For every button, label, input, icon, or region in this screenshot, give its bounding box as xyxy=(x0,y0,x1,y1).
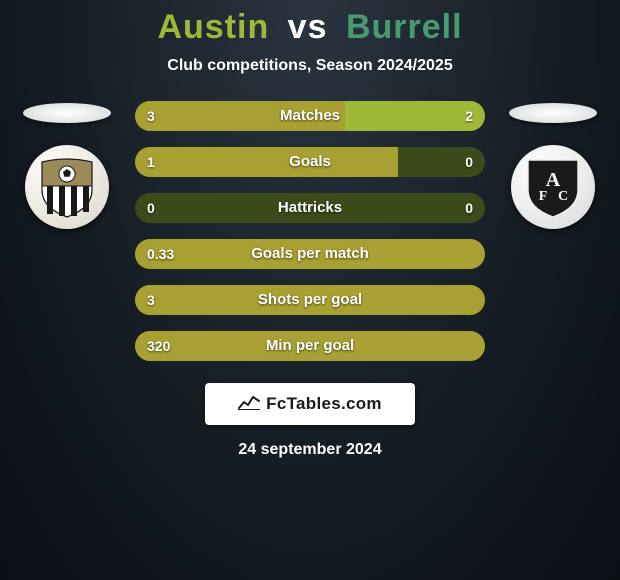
stat-bar: 3 Matches 2 xyxy=(135,101,485,131)
left-crest xyxy=(25,145,109,229)
footer-badge[interactable]: FcTables.com xyxy=(205,383,415,425)
bar-right-value: 2 xyxy=(465,101,473,131)
bar-label: Min per goal xyxy=(266,331,354,361)
bar-left-value: 1 xyxy=(147,147,155,177)
title-player2: Burrell xyxy=(346,8,463,46)
bar-label: Goals xyxy=(289,147,331,177)
svg-text:C: C xyxy=(558,189,568,204)
title-player1: Austin xyxy=(157,8,269,46)
right-ellipse xyxy=(509,103,597,123)
stat-bar: 0 Hattricks 0 xyxy=(135,193,485,223)
main-row: 3 Matches 2 1 Goals 0 0 Hattricks 0 0.33 Goals per… xyxy=(0,101,620,361)
bar-right-value: 0 xyxy=(465,193,473,223)
footer-badge-text: FcTables.com xyxy=(266,394,382,414)
title-vs: vs xyxy=(288,8,328,46)
stat-bar: 1 Goals 0 xyxy=(135,147,485,177)
chart-line-icon xyxy=(238,394,260,415)
left-crest-shield-icon xyxy=(40,156,94,218)
left-column xyxy=(17,101,117,229)
bar-left-value: 320 xyxy=(147,331,170,361)
bar-left-value: 3 xyxy=(147,101,155,131)
bar-label: Shots per goal xyxy=(258,285,362,315)
bar-label: Hattricks xyxy=(278,193,342,223)
bar-left-value: 0.33 xyxy=(147,239,174,269)
svg-text:A: A xyxy=(546,169,561,191)
right-crest: A F C xyxy=(511,145,595,229)
left-ellipse xyxy=(23,103,111,123)
subtitle: Club competitions, Season 2024/2025 xyxy=(0,57,620,75)
bar-left-fill xyxy=(135,147,398,177)
bar-left-value: 3 xyxy=(147,285,155,315)
comparison-infographic: Austin vs Burrell Club competitions, Sea… xyxy=(0,0,620,580)
bar-left-value: 0 xyxy=(147,193,155,223)
bars-column: 3 Matches 2 1 Goals 0 0 Hattricks 0 0.33 Goals per… xyxy=(135,101,485,361)
date-text: 24 september 2024 xyxy=(0,441,620,459)
stat-bar: 0.33 Goals per match xyxy=(135,239,485,269)
right-column: A F C xyxy=(503,101,603,229)
stat-bar: 3 Shots per goal xyxy=(135,285,485,315)
bar-label: Matches xyxy=(280,101,340,131)
bar-label: Goals per match xyxy=(251,239,369,269)
stat-bar: 320 Min per goal xyxy=(135,331,485,361)
svg-text:F: F xyxy=(539,189,548,204)
title: Austin vs Burrell xyxy=(0,8,620,47)
bar-right-value: 0 xyxy=(465,147,473,177)
bar-right-fill xyxy=(345,101,485,131)
right-crest-shield-icon: A F C xyxy=(526,156,580,218)
